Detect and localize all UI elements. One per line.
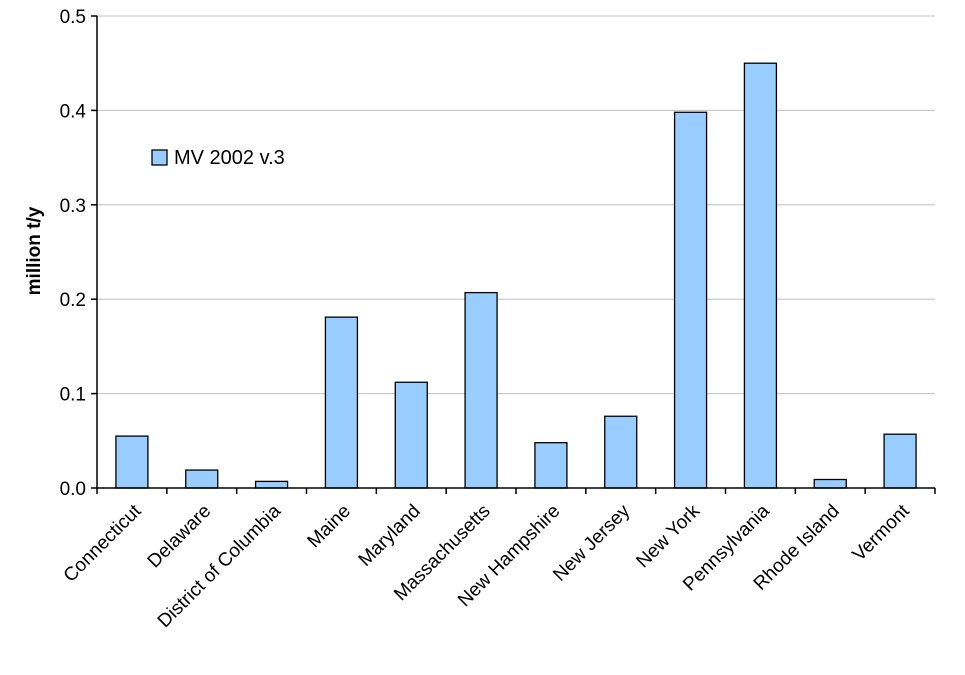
x-tick-label: Maryland bbox=[355, 501, 425, 571]
y-tick-label: 0.4 bbox=[60, 101, 87, 122]
bar-massachusetts bbox=[464, 291, 498, 489]
y-tick-label: 0.5 bbox=[60, 7, 86, 28]
y-tick-label: 0.0 bbox=[60, 479, 86, 500]
bar-maine bbox=[324, 316, 359, 489]
legend-swatch bbox=[151, 149, 168, 166]
x-tick-label: District of Columbia bbox=[154, 500, 286, 632]
bar-maryland bbox=[394, 381, 428, 489]
bar-connecticut bbox=[115, 435, 149, 489]
y-tick-label: 0.1 bbox=[60, 385, 86, 406]
bar-rhode-island bbox=[813, 478, 847, 489]
bars bbox=[115, 62, 917, 489]
axes bbox=[91, 15, 936, 494]
bar-vermont bbox=[883, 433, 917, 489]
x-tick-label: Vermont bbox=[849, 500, 914, 565]
x-tick-label: Connecticut bbox=[60, 500, 146, 586]
x-tick-label: Delaware bbox=[144, 501, 216, 573]
bar-new-jersey bbox=[604, 415, 638, 489]
y-tick-label: 0.3 bbox=[60, 196, 86, 217]
bar-new-hampshire bbox=[534, 442, 568, 489]
bar-new-york bbox=[673, 111, 708, 489]
x-tick-label: New York bbox=[633, 500, 705, 572]
y-axis-title: million t/y bbox=[24, 206, 45, 295]
bar-delaware bbox=[185, 469, 219, 489]
y-tick-label: 0.2 bbox=[60, 290, 86, 311]
bar-district-of-columbia bbox=[254, 480, 289, 489]
legend-label: MV 2002 v.3 bbox=[174, 147, 285, 169]
bar-pennsylvania bbox=[743, 62, 778, 489]
x-tick-label: Maine bbox=[304, 501, 355, 552]
gridlines bbox=[97, 15, 935, 395]
y-tick-labels: 0.0 0.1 0.2 0.3 0.4 0.5 bbox=[60, 7, 87, 500]
legend: MV 2002 v.3 bbox=[151, 147, 285, 169]
